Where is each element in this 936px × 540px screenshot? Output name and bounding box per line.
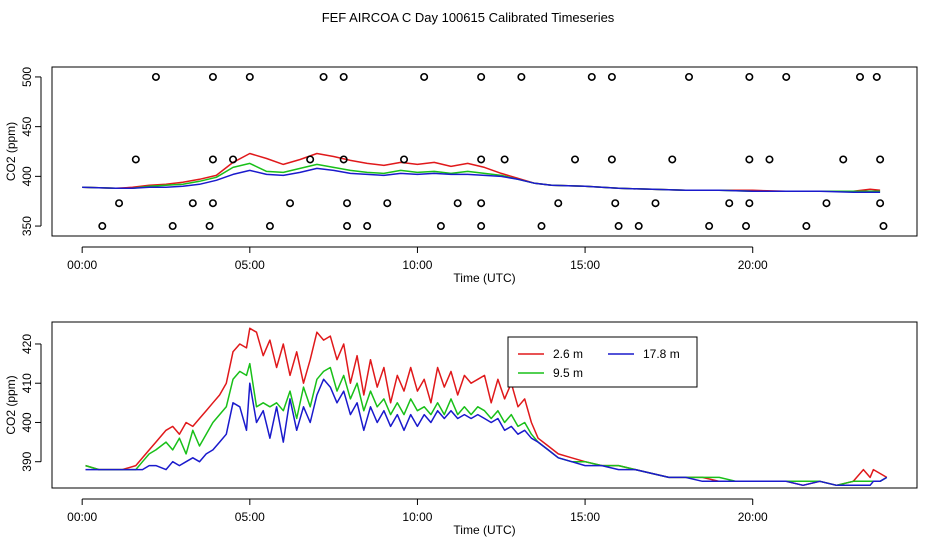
marker-point xyxy=(500,155,509,164)
series-line-17-8-mm xyxy=(82,167,881,194)
marker-point xyxy=(651,199,660,208)
marker-point xyxy=(685,72,694,81)
marker-point xyxy=(856,72,865,81)
marker-point xyxy=(383,199,392,208)
legend-label: 2.6 m xyxy=(553,347,583,361)
marker-point xyxy=(477,222,486,231)
x-tick-label: 20:00 xyxy=(738,510,768,524)
marker-point xyxy=(343,199,352,208)
marker-point xyxy=(872,72,881,81)
marker-point xyxy=(286,199,295,208)
x-tick-label: 15:00 xyxy=(570,258,600,272)
marker-point xyxy=(554,199,563,208)
marker-point xyxy=(587,72,596,81)
marker-point xyxy=(265,222,274,231)
marker-point xyxy=(306,155,315,164)
x-axis-label: Time (UTC) xyxy=(453,523,515,537)
marker-point xyxy=(745,72,754,81)
x-tick-label: 00:00 xyxy=(67,510,97,524)
marker-point xyxy=(822,199,831,208)
x-tick-label: 15:00 xyxy=(570,510,600,524)
marker-point xyxy=(208,72,217,81)
marker-point xyxy=(668,155,677,164)
y-tick-label: 500 xyxy=(20,67,34,87)
marker-point xyxy=(607,155,616,164)
marker-point xyxy=(537,222,546,231)
y-tick-label: 400 xyxy=(20,166,34,186)
marker-point xyxy=(634,222,643,231)
series-line-9-5-mm xyxy=(82,162,881,193)
marker-point xyxy=(229,155,238,164)
marker-point xyxy=(115,199,124,208)
marker-point xyxy=(745,155,754,164)
marker-point xyxy=(339,155,348,164)
marker-point xyxy=(98,222,107,231)
y-tick-label: 400 xyxy=(20,412,34,432)
x-tick-label: 10:00 xyxy=(402,510,432,524)
marker-point xyxy=(208,199,217,208)
marker-point xyxy=(151,72,160,81)
marker-point xyxy=(876,155,885,164)
marker-point xyxy=(131,155,140,164)
marker-point xyxy=(339,72,348,81)
marker-point xyxy=(168,222,177,231)
marker-point xyxy=(343,222,352,231)
marker-point xyxy=(205,222,214,231)
plot-frame xyxy=(51,66,918,237)
y-tick-label: 350 xyxy=(20,216,34,236)
x-tick-label: 10:00 xyxy=(402,258,432,272)
marker-point xyxy=(477,72,486,81)
y-axis-label: CO2 (ppm) xyxy=(4,122,18,181)
x-tick-label: 05:00 xyxy=(235,258,265,272)
marker-point xyxy=(517,72,526,81)
marker-point xyxy=(611,199,620,208)
marker-point xyxy=(453,199,462,208)
marker-point xyxy=(436,222,445,231)
series-line-17-8-mm xyxy=(85,378,888,487)
marker-point xyxy=(319,72,328,81)
marker-point xyxy=(725,199,734,208)
x-axis-label: Time (UTC) xyxy=(453,271,515,285)
y-axis-label: CO2 (ppm) xyxy=(4,375,18,434)
series-line-2-6-mm xyxy=(85,327,888,487)
marker-point xyxy=(839,155,848,164)
marker-point xyxy=(188,199,197,208)
marker-point xyxy=(705,222,714,231)
marker-point xyxy=(879,222,888,231)
y-tick-label: 420 xyxy=(20,334,34,354)
marker-point xyxy=(571,155,580,164)
marker-point xyxy=(765,155,774,164)
y-tick-label: 450 xyxy=(20,116,34,136)
marker-point xyxy=(363,222,372,231)
plot-frame xyxy=(51,321,918,489)
top-panel: 00:00 05:00 10:00 15:00 20:00 Time (UTC) 350 40… xyxy=(4,66,918,285)
marker-point xyxy=(742,222,751,231)
legend-label: 17.8 m xyxy=(643,347,680,361)
marker-point xyxy=(802,222,811,231)
marker-point xyxy=(745,199,754,208)
marker-point xyxy=(876,199,885,208)
x-tick-label: 20:00 xyxy=(738,258,768,272)
bottom-panel: 00:00 05:00 10:00 15:00 20:00 Time (UTC) 390 40… xyxy=(4,321,918,537)
marker-point xyxy=(614,222,623,231)
y-tick-label: 410 xyxy=(20,373,34,393)
figure-title: FEF AIRCOA C Day 100615 Calibrated Times… xyxy=(322,10,615,25)
legend-label: 9.5 m xyxy=(553,366,583,380)
marker-point xyxy=(420,72,429,81)
x-tick-label: 05:00 xyxy=(235,510,265,524)
y-tick-label: 390 xyxy=(20,451,34,471)
marker-point xyxy=(208,155,217,164)
marker-point xyxy=(782,72,791,81)
marker-point xyxy=(477,199,486,208)
marker-point xyxy=(477,155,486,164)
marker-point xyxy=(400,155,409,164)
marker-point xyxy=(245,72,254,81)
x-tick-label: 00:00 xyxy=(67,258,97,272)
marker-point xyxy=(607,72,616,81)
legend-box xyxy=(507,336,698,388)
